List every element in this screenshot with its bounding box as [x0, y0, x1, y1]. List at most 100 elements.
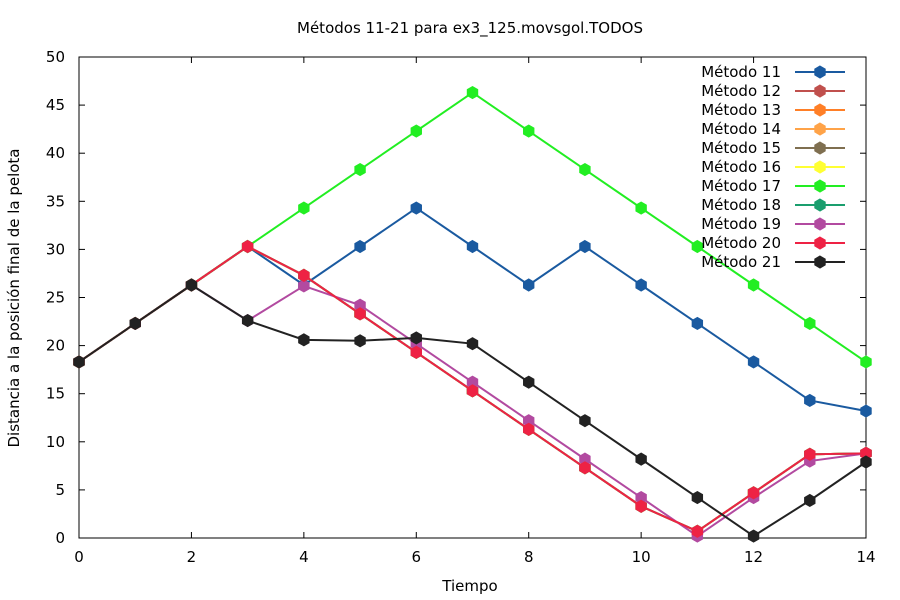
legend-swatch-marker — [814, 255, 826, 269]
x-tick-label: 4 — [299, 548, 309, 566]
data-point — [747, 278, 760, 292]
y-tick-label: 20 — [46, 337, 65, 355]
data-point — [354, 307, 366, 321]
data-point — [635, 452, 647, 466]
data-point — [579, 162, 591, 177]
data-point — [73, 355, 85, 369]
data-point — [241, 314, 254, 328]
y-tick-label: 25 — [46, 289, 65, 307]
data-point — [523, 375, 535, 389]
legend-swatch-marker — [814, 160, 826, 174]
chart-title: Métodos 11-21 para ex3_125.movsgol.TODOS — [297, 19, 643, 38]
legend-item: Método 20 — [701, 234, 845, 252]
data-point — [804, 316, 816, 331]
data-point — [410, 331, 422, 345]
legend-label: Método 12 — [701, 82, 781, 100]
data-point — [804, 447, 816, 461]
legend-label: Método 16 — [701, 158, 781, 176]
data-point — [747, 529, 760, 543]
legend-item: Método 14 — [701, 120, 845, 138]
legend-label: Método 17 — [701, 177, 781, 195]
legend-label: Método 21 — [701, 253, 781, 271]
data-point — [298, 279, 310, 293]
data-point — [298, 333, 310, 347]
x-tick-label: 12 — [744, 548, 763, 566]
legend-swatch-marker — [814, 141, 826, 155]
data-point — [241, 239, 254, 254]
y-axis-title: Distancia a la posición final de la pelo… — [5, 148, 23, 447]
legend-item: Método 19 — [701, 215, 845, 233]
data-point — [635, 499, 647, 513]
data-point — [860, 355, 872, 369]
y-tick-label: 35 — [46, 192, 65, 210]
x-tick-label: 10 — [632, 548, 651, 566]
legend-swatch-marker — [814, 122, 826, 136]
data-point — [298, 268, 310, 282]
y-tick-label: 30 — [46, 240, 65, 258]
legend-label: Método 15 — [701, 139, 781, 157]
legend-swatch-marker — [814, 198, 826, 212]
x-tick-label: 0 — [74, 548, 84, 566]
data-point — [410, 345, 422, 359]
data-series — [73, 86, 872, 543]
legend-label: Método 20 — [701, 234, 781, 252]
data-point — [691, 316, 704, 331]
x-tick-label: 2 — [187, 548, 197, 566]
data-point — [579, 239, 591, 254]
legend-label: Método 18 — [701, 196, 781, 214]
legend-swatch-marker — [814, 65, 826, 79]
data-point — [466, 86, 479, 100]
legend-item: Método 11 — [701, 63, 845, 81]
data-point — [410, 201, 422, 215]
x-axis-title: Tiempo — [441, 577, 497, 595]
data-point — [466, 384, 479, 398]
legend-item: Método 21 — [701, 253, 845, 271]
data-point — [185, 278, 198, 292]
y-tick-label: 10 — [46, 433, 65, 451]
legend-item: Método 16 — [701, 158, 845, 176]
legend-item: Método 15 — [701, 139, 845, 157]
data-point — [691, 239, 704, 254]
legend-label: Método 14 — [701, 120, 781, 138]
data-point — [747, 486, 760, 500]
x-tick-label: 6 — [412, 548, 422, 566]
x-tick-label: 8 — [524, 548, 534, 566]
series-11 — [73, 278, 872, 543]
legend-item: Método 12 — [701, 82, 845, 100]
y-tick-label: 40 — [46, 144, 65, 162]
legend-swatch-marker — [814, 103, 826, 117]
data-point — [804, 493, 816, 508]
legend-label: Método 19 — [701, 215, 781, 233]
data-point — [354, 162, 366, 177]
data-point — [804, 393, 816, 408]
y-tick-label: 15 — [46, 385, 65, 403]
y-tick-label: 5 — [55, 481, 65, 499]
legend-label: Método 13 — [701, 101, 781, 119]
data-point — [354, 239, 366, 254]
legend-label: Método 11 — [701, 63, 781, 81]
data-point — [747, 355, 760, 369]
legend-swatch-marker — [814, 217, 826, 231]
data-point — [635, 278, 647, 292]
series-9 — [73, 278, 872, 543]
legend-swatch-marker — [814, 236, 826, 250]
data-point — [354, 334, 366, 348]
legend-item: Método 18 — [701, 196, 845, 214]
legend-swatch-marker — [814, 84, 826, 98]
data-point — [579, 461, 591, 475]
axis-ticks: 0 2 4 6 8 10 12 14 0 5 10 15 20 25 30 35 40 45 50 — [46, 48, 876, 566]
data-point — [523, 422, 535, 436]
data-point — [466, 239, 479, 254]
data-point — [410, 124, 422, 138]
y-tick-label: 0 — [55, 529, 65, 547]
data-point — [860, 404, 872, 418]
data-point — [523, 278, 535, 292]
y-tick-label: 50 — [46, 48, 65, 66]
data-point — [860, 455, 872, 469]
x-tick-label: 14 — [856, 548, 875, 566]
y-tick-label: 45 — [46, 96, 65, 114]
data-point — [129, 316, 141, 331]
